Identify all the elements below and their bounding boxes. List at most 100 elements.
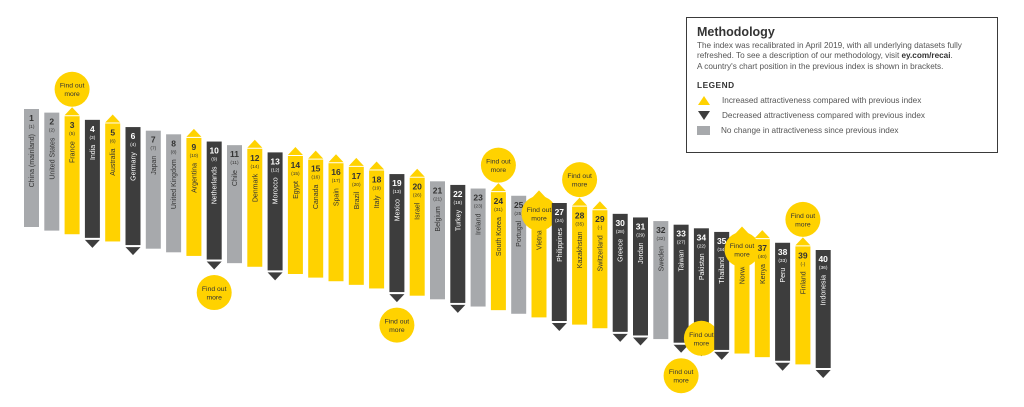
find-out-more-circle[interactable]: [379, 307, 415, 343]
find-out-more-circle[interactable]: [521, 195, 557, 231]
country-name-label: Australia: [110, 148, 117, 175]
grey-square-icon: [697, 126, 710, 136]
find-out-more-line[interactable]: Find out: [791, 213, 816, 220]
country-name-label: United Kingdom: [171, 159, 178, 209]
find-out-more-line[interactable]: Find out: [486, 159, 511, 166]
find-out-more-circle[interactable]: [683, 320, 719, 356]
country-bar-group: 31(29) Jordan: [633, 217, 648, 346]
methodology-link[interactable]: ey.com/recai: [901, 51, 951, 61]
find-out-more-circle[interactable]: [196, 275, 232, 311]
country-name-label: Vietnam: [537, 224, 544, 250]
country-name-label: France: [70, 141, 77, 163]
country-bar-group: 11(11) Chile: [227, 145, 242, 264]
find-out-more-line[interactable]: Find out: [60, 83, 85, 90]
country-bar-group: 24(31) South Korea: [490, 183, 506, 311]
country-bar-group: 39(-) Finland: [795, 237, 811, 365]
find-out-more-button[interactable]: Find out more: [663, 358, 699, 394]
country-bar: [348, 166, 364, 285]
find-out-more-label[interactable]: Find out more: [527, 207, 552, 223]
find-out-more-line[interactable]: more: [673, 378, 689, 385]
country-bar-group: 18(19) Italy: [369, 161, 385, 289]
country-bar-group: 19(13) Mexico: [389, 174, 405, 303]
find-out-more-line[interactable]: Find out: [202, 286, 227, 293]
country-bar: [612, 213, 628, 332]
find-out-more-line[interactable]: more: [206, 295, 222, 302]
find-out-more-button[interactable]: Find out more: [521, 195, 557, 231]
country-name-label: Switzerland: [597, 235, 604, 271]
country-bar-group: 22(18) Turkey: [450, 184, 466, 313]
previous-rank-label: (2): [49, 128, 55, 134]
country-name-label: Belgium: [435, 206, 442, 231]
country-bar: [206, 141, 222, 260]
rank-label: 34: [697, 232, 707, 242]
find-out-more-line[interactable]: Find out: [689, 332, 714, 339]
find-out-more-button[interactable]: Find out more: [54, 71, 90, 107]
find-out-more-line[interactable]: more: [694, 340, 710, 347]
find-out-more-button[interactable]: Find out more: [196, 275, 232, 311]
find-out-more-line[interactable]: more: [531, 215, 547, 222]
find-out-more-line[interactable]: Find out: [527, 207, 552, 214]
find-out-more-label[interactable]: Find out more: [669, 369, 694, 385]
down-triangle-icon: [125, 247, 141, 256]
find-out-more-label[interactable]: Find out more: [385, 319, 410, 335]
country-name-label: Morocco: [273, 177, 280, 204]
country-bar-group: 25(25) Portugal: [511, 195, 527, 314]
country-name-label: Norway: [740, 260, 747, 284]
rank-label: 9: [192, 142, 197, 152]
find-out-more-line[interactable]: more: [734, 252, 750, 259]
find-out-more-line[interactable]: more: [389, 327, 405, 334]
find-out-more-line[interactable]: Find out: [730, 243, 755, 250]
find-out-more-label[interactable]: Find out more: [486, 159, 511, 175]
find-out-more-label[interactable]: Find out more: [730, 243, 755, 258]
country-bar: [287, 156, 303, 274]
rank-label: 18: [372, 174, 382, 184]
legend-row-down: Decreased attractiveness compared with p…: [697, 111, 987, 121]
find-out-more-label[interactable]: Find out more: [689, 332, 714, 348]
find-out-more-line[interactable]: more: [572, 182, 588, 189]
country-bar: [44, 112, 60, 231]
previous-rank-label: (17): [332, 178, 341, 184]
find-out-more-circle[interactable]: [480, 147, 516, 183]
find-out-more-circle[interactable]: [785, 201, 821, 237]
country-bar-group: 17(20) Brazil: [348, 157, 364, 285]
country-name-label: Argentina: [191, 163, 198, 193]
find-out-more-button[interactable]: Find out more: [480, 147, 516, 183]
find-out-more-circle[interactable]: [663, 358, 699, 394]
down-triangle-icon: [612, 333, 628, 342]
country-bar: [369, 170, 385, 289]
country-name-label: Peru: [780, 268, 787, 283]
find-out-more-label[interactable]: Find out more: [60, 83, 85, 99]
country-name-label: Indonesia: [821, 275, 828, 305]
previous-rank-label: (7): [150, 146, 156, 152]
up-triangle-icon: [64, 107, 80, 116]
previous-rank-label: (35): [575, 222, 584, 228]
country-bar-group: 21(21) Belgium: [430, 181, 445, 300]
previous-rank-label: (10): [190, 153, 199, 159]
find-out-more-button[interactable]: Find out more: [724, 232, 760, 268]
find-out-more-button[interactable]: Find out more: [683, 320, 719, 356]
country-bar: [389, 174, 405, 293]
find-out-more-label[interactable]: Find out more: [567, 173, 592, 189]
find-out-more-label[interactable]: Find out more: [202, 286, 227, 302]
find-out-more-line[interactable]: more: [795, 221, 811, 228]
find-out-more-line[interactable]: Find out: [669, 369, 694, 376]
find-out-more-circle[interactable]: [562, 162, 598, 198]
find-out-more-button[interactable]: Find out more: [379, 307, 415, 343]
previous-rank-label: (28): [616, 229, 625, 235]
find-out-more-line[interactable]: Find out: [567, 173, 592, 180]
find-out-more-line[interactable]: more: [491, 167, 507, 174]
previous-rank-label: (3): [89, 135, 95, 141]
country-name-label: Brazil: [354, 191, 361, 209]
rank-label: 11: [230, 149, 239, 159]
find-out-more-circle[interactable]: [54, 71, 90, 107]
country-name-label: Thailand: [719, 257, 726, 284]
find-out-more-circle[interactable]: [724, 232, 760, 268]
find-out-more-label[interactable]: Find out more: [791, 213, 816, 229]
find-out-more-line[interactable]: Find out: [385, 319, 410, 326]
country-bar: [84, 119, 100, 238]
find-out-more-button[interactable]: Find out more: [785, 201, 821, 237]
find-out-more-line[interactable]: more: [64, 91, 80, 98]
down-triangle-icon: [815, 370, 831, 378]
country-bar-group: 14(15) Egypt: [287, 147, 303, 274]
find-out-more-button[interactable]: Find out more: [562, 162, 598, 198]
